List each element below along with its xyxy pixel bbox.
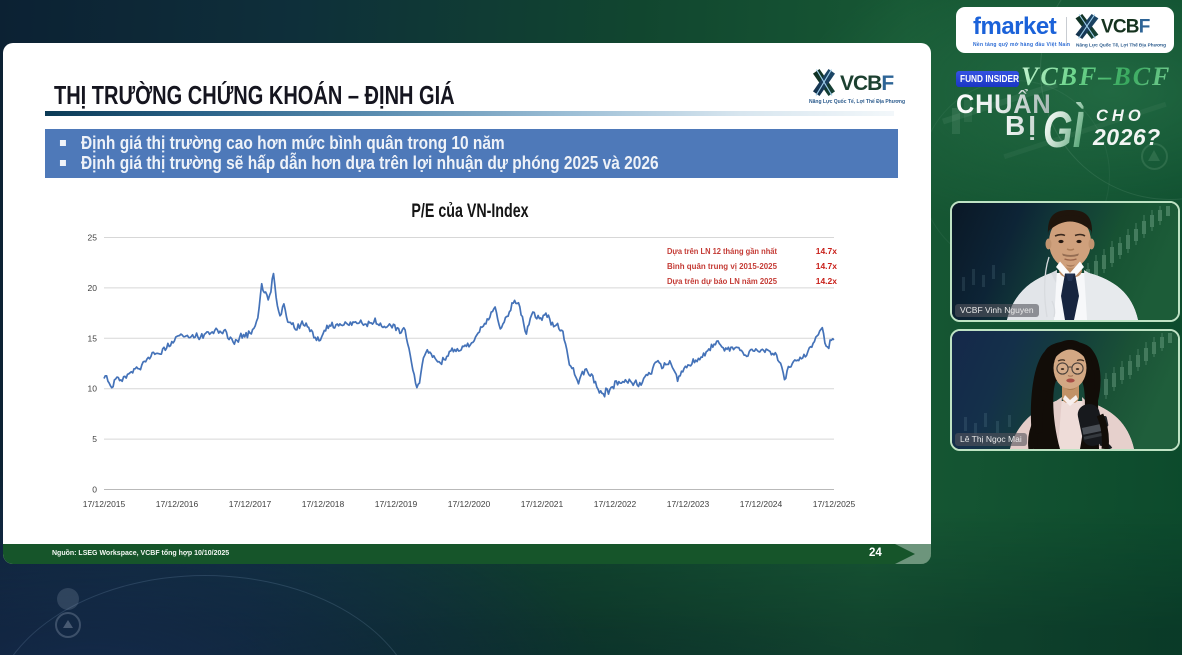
svg-text:17/12/2023: 17/12/2023 (667, 499, 710, 509)
svg-text:14.7x: 14.7x (816, 246, 838, 256)
svg-text:17/12/2021: 17/12/2021 (521, 499, 564, 509)
svg-text:25: 25 (88, 233, 98, 243)
svg-text:P/E của VN-Index: P/E của VN-Index (411, 200, 529, 221)
svg-text:17/12/2017: 17/12/2017 (229, 499, 272, 509)
svg-text:14.2x: 14.2x (816, 276, 838, 286)
svg-text:Dựa trên LN 12 tháng gần nhất: Dựa trên LN 12 tháng gần nhất (667, 246, 777, 256)
svg-text:17/12/2019: 17/12/2019 (375, 499, 418, 509)
svg-text:14.7x: 14.7x (816, 261, 838, 271)
svg-text:10: 10 (88, 384, 98, 394)
svg-text:0: 0 (92, 485, 97, 495)
svg-text:17/12/2024: 17/12/2024 (740, 499, 783, 509)
svg-text:VCBF: VCBF (1101, 17, 1150, 38)
svg-text:15: 15 (88, 333, 98, 343)
svg-text:Dựa trên dự báo LN năm 2025: Dựa trên dự báo LN năm 2025 (667, 276, 777, 286)
svg-text:Năng Lực Quốc Tế, Lợi Thế Địa: Năng Lực Quốc Tế, Lợi Thế Địa Phương (1076, 42, 1166, 48)
svg-text:Bình quân trung vị 2015-2025: Bình quân trung vị 2015-2025 (667, 261, 777, 271)
svg-text:17/12/2015: 17/12/2015 (83, 499, 126, 509)
svg-text:5: 5 (92, 434, 97, 444)
svg-text:20: 20 (88, 283, 98, 293)
svg-text:17/12/2022: 17/12/2022 (594, 499, 637, 509)
svg-text:17/12/2020: 17/12/2020 (448, 499, 491, 509)
svg-text:17/12/2025: 17/12/2025 (813, 499, 856, 509)
svg-text:17/12/2016: 17/12/2016 (156, 499, 199, 509)
svg-text:Năng Lực Quốc Tế, Lợi Thế Địa: Năng Lực Quốc Tế, Lợi Thế Địa Phương (809, 98, 905, 105)
svg-text:17/12/2018: 17/12/2018 (302, 499, 345, 509)
svg-text:VCBF: VCBF (840, 72, 894, 95)
